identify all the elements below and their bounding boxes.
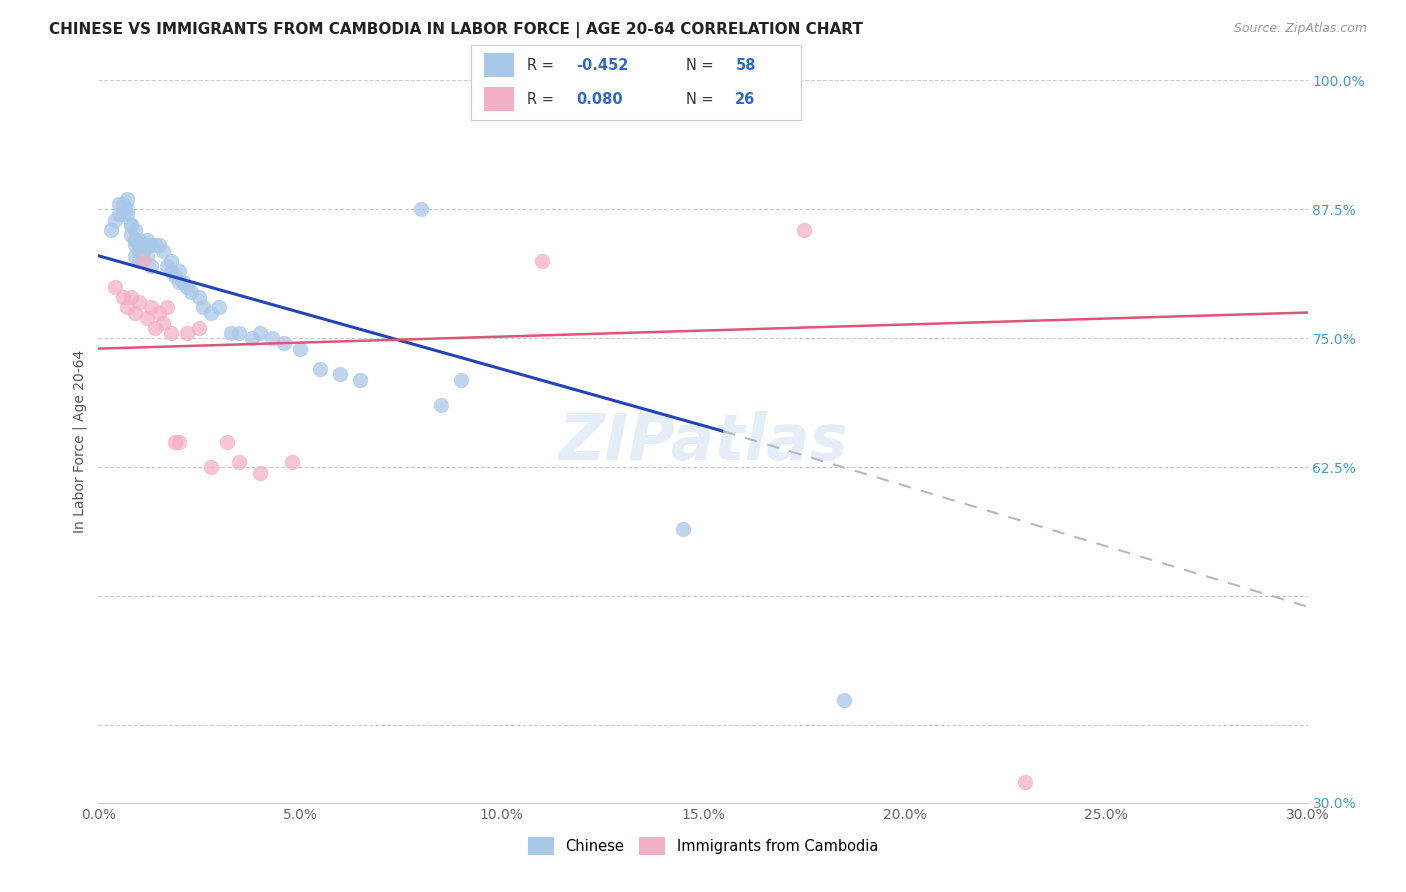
Point: [120, 290, 142, 304]
Point: [188, 321, 211, 335]
Point: [188, 290, 211, 304]
Point: [132, 238, 155, 252]
Point: [200, 460, 222, 475]
Point: [217, 434, 239, 449]
Point: [450, 373, 472, 387]
Point: [135, 310, 157, 325]
Text: -0.452: -0.452: [576, 58, 628, 72]
Point: [120, 218, 142, 232]
Point: [208, 301, 231, 315]
Text: 26: 26: [735, 92, 755, 107]
Point: [176, 279, 198, 293]
Point: [115, 301, 138, 315]
Text: ZIPatlas: ZIPatlas: [558, 410, 848, 473]
Point: [430, 398, 453, 412]
Point: [172, 275, 194, 289]
Point: [228, 455, 250, 469]
Point: [329, 368, 352, 382]
Point: [139, 259, 162, 273]
Point: [180, 285, 202, 299]
Point: [832, 692, 855, 706]
Point: [672, 522, 695, 536]
Point: [160, 253, 183, 268]
Text: Source: ZipAtlas.com: Source: ZipAtlas.com: [1233, 22, 1367, 36]
Point: [132, 244, 155, 258]
Point: [128, 295, 150, 310]
Point: [163, 269, 186, 284]
Point: [156, 301, 179, 315]
Point: [124, 238, 146, 252]
Point: [193, 301, 215, 315]
Point: [349, 373, 371, 387]
Point: [124, 233, 146, 247]
Legend: Chinese, Immigrants from Cambodia: Chinese, Immigrants from Cambodia: [522, 831, 884, 861]
Point: [107, 197, 129, 211]
Text: R =: R =: [527, 92, 558, 107]
Point: [132, 253, 155, 268]
Point: [115, 202, 138, 217]
Point: [120, 228, 142, 243]
Point: [281, 455, 304, 469]
Point: [143, 321, 166, 335]
Point: [132, 253, 155, 268]
Point: [167, 264, 190, 278]
Text: N =: N =: [686, 58, 718, 72]
Point: [128, 233, 150, 247]
Point: [128, 238, 150, 252]
Point: [1014, 775, 1036, 789]
Point: [115, 207, 138, 221]
Text: CHINESE VS IMMIGRANTS FROM CAMBODIA IN LABOR FORCE | AGE 20-64 CORRELATION CHART: CHINESE VS IMMIGRANTS FROM CAMBODIA IN L…: [49, 22, 863, 38]
Point: [103, 279, 125, 293]
Point: [103, 212, 125, 227]
Point: [288, 342, 311, 356]
Point: [163, 434, 186, 449]
Point: [139, 238, 162, 252]
Text: 58: 58: [735, 58, 756, 72]
Point: [124, 305, 146, 319]
Point: [260, 331, 283, 345]
Bar: [484, 53, 515, 78]
Point: [115, 192, 138, 206]
Point: [409, 202, 432, 217]
Point: [249, 326, 271, 340]
Text: R =: R =: [527, 58, 558, 72]
Point: [111, 207, 134, 221]
Point: [148, 238, 170, 252]
Point: [139, 301, 162, 315]
Point: [152, 316, 174, 330]
Bar: [484, 87, 515, 112]
Point: [143, 238, 166, 252]
Point: [309, 362, 332, 376]
Point: [167, 275, 190, 289]
Point: [128, 244, 150, 258]
Point: [273, 336, 295, 351]
Point: [221, 326, 243, 340]
Point: [249, 466, 271, 480]
Point: [124, 249, 146, 263]
Point: [111, 290, 134, 304]
Y-axis label: In Labor Force | Age 20-64: In Labor Force | Age 20-64: [73, 350, 87, 533]
Point: [107, 207, 129, 221]
Point: [240, 331, 263, 345]
Point: [148, 305, 170, 319]
Text: N =: N =: [686, 92, 718, 107]
Point: [160, 326, 183, 340]
Point: [152, 244, 174, 258]
Point: [124, 223, 146, 237]
Point: [228, 326, 250, 340]
Text: 0.080: 0.080: [576, 92, 623, 107]
Point: [530, 253, 553, 268]
Point: [120, 218, 142, 232]
Point: [200, 305, 222, 319]
Point: [135, 249, 157, 263]
Point: [160, 264, 183, 278]
Point: [100, 223, 122, 237]
Point: [128, 253, 150, 268]
Point: [793, 223, 815, 237]
Point: [176, 326, 198, 340]
Point: [111, 197, 134, 211]
Point: [156, 259, 179, 273]
Point: [135, 233, 157, 247]
Point: [167, 434, 190, 449]
